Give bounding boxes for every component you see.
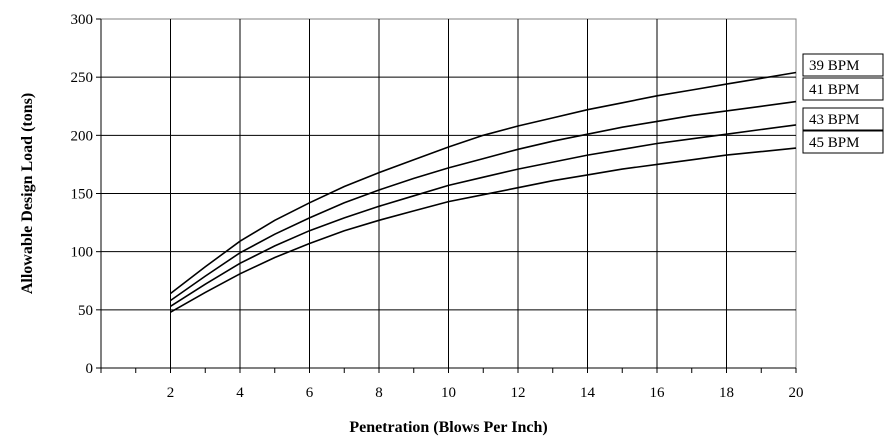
axes: 0 50 100 150 200 250 300 2 4 6 8 10 12 14 16 18 20 <box>71 12 804 401</box>
x-tick-label: 10 <box>441 385 456 401</box>
legend-label: 43 BPM <box>809 112 859 128</box>
x-tick-label: 20 <box>789 385 804 401</box>
x-tick-label: 6 <box>306 385 314 401</box>
legend: 39 BPM 41 BPM 43 BPM 45 BPM <box>802 53 884 154</box>
legend-label: 45 BPM <box>809 135 859 151</box>
series-line-4 <box>170 147 797 313</box>
x-tick-label: 8 <box>375 385 383 401</box>
y-tick-label: 100 <box>71 245 94 261</box>
series-line-1 <box>170 71 797 295</box>
x-tick-label: 12 <box>511 385 526 401</box>
series-line-3 <box>170 124 797 307</box>
x-tick-label: 2 <box>167 385 175 401</box>
legend-label: 39 BPM <box>809 58 859 74</box>
x-axis-title: Penetration (Blows Per Inch) <box>349 419 547 436</box>
y-axis-title: Allowable Design Load (tons) <box>19 93 36 294</box>
x-tick-label: 4 <box>236 385 244 401</box>
legend-box <box>802 130 884 154</box>
y-tick-label: 300 <box>71 12 94 28</box>
x-tick-label: 18 <box>719 385 734 401</box>
legend-box <box>802 77 884 101</box>
y-tick-label: 150 <box>71 187 94 203</box>
legend-box <box>802 107 884 131</box>
legend-box <box>802 53 884 77</box>
x-tick-label: 14 <box>580 385 596 401</box>
x-tick-label: 16 <box>650 385 666 401</box>
legend-label: 41 BPM <box>809 82 859 98</box>
series-line-2 <box>170 100 797 302</box>
y-tick-label: 0 <box>86 361 94 377</box>
y-tick-label: 250 <box>71 70 94 86</box>
y-tick-label: 200 <box>71 128 94 144</box>
y-tick-label: 50 <box>78 303 93 319</box>
series-group <box>170 71 797 313</box>
grid <box>101 19 796 368</box>
